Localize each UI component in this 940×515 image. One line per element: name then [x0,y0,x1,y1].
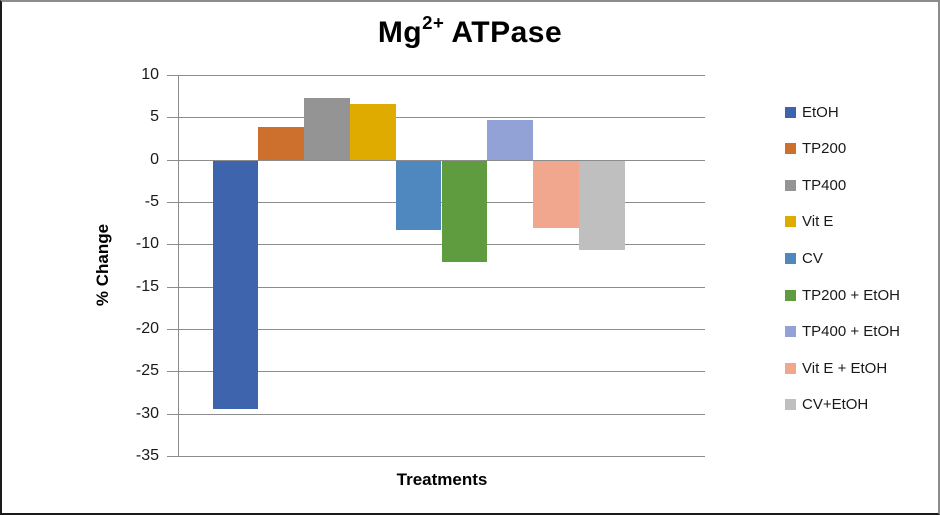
gridline-y-5 [178,117,705,119]
y-tick-mark--30 [167,413,178,415]
y-tick-mark-5 [167,117,178,119]
legend-label-tp400-etoh: TP400 + EtOH [802,323,900,341]
legend-label-tp200: TP200 [802,140,847,158]
gridline-y--30 [178,413,705,415]
chart-title: Mg2+ ATPase [2,12,938,50]
y-tick-mark--5 [167,202,178,203]
legend-swatch-tp400-etoh [785,326,796,338]
legend-label-vit-e: Vit E [802,213,834,231]
y-axis-line [178,75,179,456]
legend-item-vit-e: Vit E [785,213,834,231]
legend-swatch-tp400 [785,179,796,191]
gridline-y--25 [178,371,705,373]
y-tick-label--30: -30 [135,404,159,422]
y-tick-mark-0 [167,159,178,161]
legend-swatch-vit-e [785,216,796,228]
legend-label-tp200-etoh: TP200 + EtOH [802,286,900,304]
y-tick-mark--25 [167,371,178,373]
legend-item-tp200-etoh: TP200 + EtOH [785,286,900,304]
legend-label-vit-e-etoh: Vit E + EtOH [802,359,888,377]
legend-item-tp400-etoh: TP400 + EtOH [785,323,900,341]
legend-swatch-cv [785,252,796,264]
bar-tp200-etoh [441,160,488,263]
y-tick-label--35: -35 [135,447,159,464]
y-tick-mark--20 [167,329,178,330]
y-tick-label--25: -25 [135,362,159,380]
bar-vit-e-etoh [533,160,579,228]
bar-vit-e [349,103,396,160]
bar-etoh [212,160,259,409]
legend-item-tp400: TP400 [785,176,847,194]
chart-title-rest: ATPase [451,16,563,49]
bar-cv [395,160,442,231]
y-tick-mark--35 [167,456,178,457]
legend-item-vit-e-etoh: Vit E + EtOH [785,359,888,377]
gridline-y-10 [178,75,705,76]
legend-item-cv-etoh: CV+EtOH [785,396,869,414]
legend-swatch-vit-e-etoh [785,362,796,374]
y-tick-mark-10 [167,75,178,76]
bar-tp200 [258,126,305,160]
bar-tp400 [304,97,350,160]
chart-title-superscript: 2+ [422,12,445,33]
legend-swatch-cv-etoh [785,399,796,411]
gridline-y--35 [178,456,705,457]
chart-title-base: Mg [377,16,423,49]
y-tick-label--10: -10 [135,235,159,253]
gridline-y--20 [178,329,705,330]
bar-cv-etoh [578,160,625,250]
y-tick-label-5: 5 [150,108,159,126]
y-tick-mark--10 [167,244,178,246]
y-tick-label--20: -20 [135,320,159,337]
y-tick-label--15: -15 [135,277,159,295]
y-tick-label--5: -5 [144,193,159,210]
gridline-y--15 [178,286,705,288]
y-tick-label-0: 0 [150,150,159,168]
y-tick-label-10: 10 [141,66,159,83]
legend-item-etoh: EtOH [785,103,839,121]
legend-label-cv: CV [802,249,823,267]
legend-swatch-tp200-etoh [785,289,796,301]
legend-swatch-etoh [785,106,796,118]
x-axis-title: Treatments [396,470,488,489]
legend-label-tp400: TP400 [802,176,847,194]
bar-tp400-etoh [487,119,534,160]
legend-label-etoh: EtOH [802,103,839,121]
legend-item-cv: CV [785,249,823,267]
legend-item-tp200: TP200 [785,140,847,158]
gridline-y-0 [178,159,705,161]
plot-area [178,75,705,457]
y-tick-mark--15 [167,286,178,288]
legend-swatch-tp200 [785,143,796,155]
legend-label-cv-etoh: CV+EtOH [802,396,869,414]
legend: EtOH TP200 TP400 Vit E CV TP200 + EtOH TP400 +… [785,2,935,513]
